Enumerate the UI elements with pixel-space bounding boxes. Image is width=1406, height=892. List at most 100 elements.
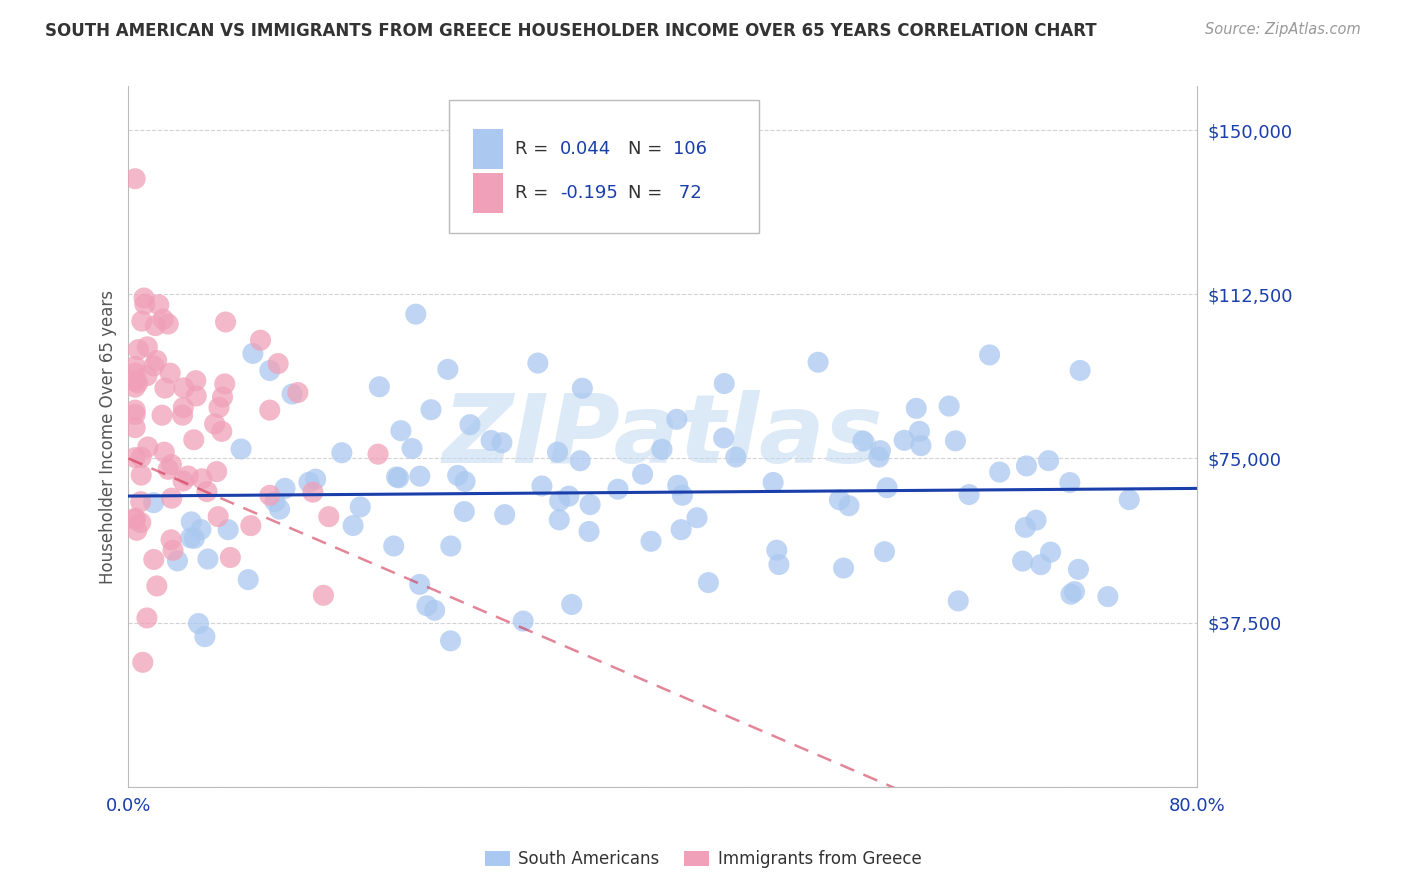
Point	[957, 487, 980, 501]
Point	[211, 425, 233, 439]
Point	[938, 399, 960, 413]
Point	[1097, 590, 1119, 604]
Point	[578, 524, 600, 539]
Point	[197, 552, 219, 566]
Point	[385, 470, 408, 484]
Point	[454, 475, 477, 489]
Point	[561, 598, 583, 612]
Point	[447, 468, 470, 483]
Point	[259, 403, 281, 417]
Point	[579, 498, 602, 512]
Point	[548, 513, 571, 527]
Point	[713, 376, 735, 391]
Point	[1038, 453, 1060, 467]
Point	[665, 412, 688, 426]
Text: R =: R =	[516, 184, 554, 202]
Point	[152, 312, 174, 326]
Point	[217, 523, 239, 537]
Point	[807, 355, 830, 369]
Point	[988, 465, 1011, 479]
Point	[686, 510, 709, 524]
Point	[724, 450, 747, 464]
Point	[1118, 492, 1140, 507]
Point	[1067, 562, 1090, 576]
Point	[124, 512, 146, 526]
Point	[172, 474, 194, 488]
Point	[318, 509, 340, 524]
Point	[287, 385, 309, 400]
Point	[129, 494, 152, 508]
Point	[491, 435, 513, 450]
Point	[160, 458, 183, 472]
Point	[669, 523, 692, 537]
Point	[134, 297, 156, 311]
Point	[852, 434, 875, 448]
Point	[342, 518, 364, 533]
Point	[142, 495, 165, 509]
Point	[132, 291, 155, 305]
Point	[671, 488, 693, 502]
Point	[640, 534, 662, 549]
Point	[405, 307, 427, 321]
Point	[389, 424, 412, 438]
Point	[187, 616, 209, 631]
Point	[1014, 520, 1036, 534]
Point	[229, 442, 252, 456]
Point	[458, 417, 481, 432]
Point	[160, 533, 183, 547]
Point	[125, 524, 148, 538]
Point	[211, 390, 233, 404]
Point	[548, 494, 571, 508]
Bar	[472, 173, 502, 213]
Point	[177, 469, 200, 483]
Point	[832, 561, 855, 575]
Point	[172, 401, 194, 415]
Point	[166, 554, 188, 568]
Point	[437, 362, 460, 376]
Point	[157, 462, 180, 476]
Point	[142, 359, 165, 373]
Point	[905, 401, 928, 416]
Point	[713, 431, 735, 445]
Point	[150, 408, 173, 422]
Point	[908, 425, 931, 439]
Point	[512, 614, 534, 628]
Point	[910, 439, 932, 453]
Point	[382, 539, 405, 553]
Point	[1011, 554, 1033, 568]
Point	[136, 611, 159, 625]
Point	[281, 387, 304, 401]
Point	[979, 348, 1001, 362]
Point	[416, 599, 439, 613]
Point	[239, 518, 262, 533]
Point	[145, 318, 167, 333]
Point	[129, 468, 152, 483]
Point	[159, 366, 181, 380]
Point	[1059, 475, 1081, 490]
Point	[214, 376, 236, 391]
Point	[173, 381, 195, 395]
Point	[214, 315, 236, 329]
Point	[1069, 363, 1091, 377]
Point	[172, 408, 194, 422]
Point	[330, 446, 353, 460]
Point	[666, 478, 689, 492]
Point	[145, 353, 167, 368]
Point	[527, 356, 550, 370]
Point	[697, 575, 720, 590]
Point	[191, 472, 214, 486]
Point	[131, 314, 153, 328]
Point	[259, 363, 281, 377]
Point	[1015, 458, 1038, 473]
Point	[180, 531, 202, 545]
Text: N =: N =	[627, 184, 668, 202]
Point	[207, 509, 229, 524]
Point	[349, 500, 371, 514]
Point	[127, 343, 149, 357]
Point	[1060, 587, 1083, 601]
Point	[124, 380, 146, 394]
Point	[768, 558, 790, 572]
Point	[312, 588, 335, 602]
Point	[558, 489, 581, 503]
Point	[157, 317, 180, 331]
